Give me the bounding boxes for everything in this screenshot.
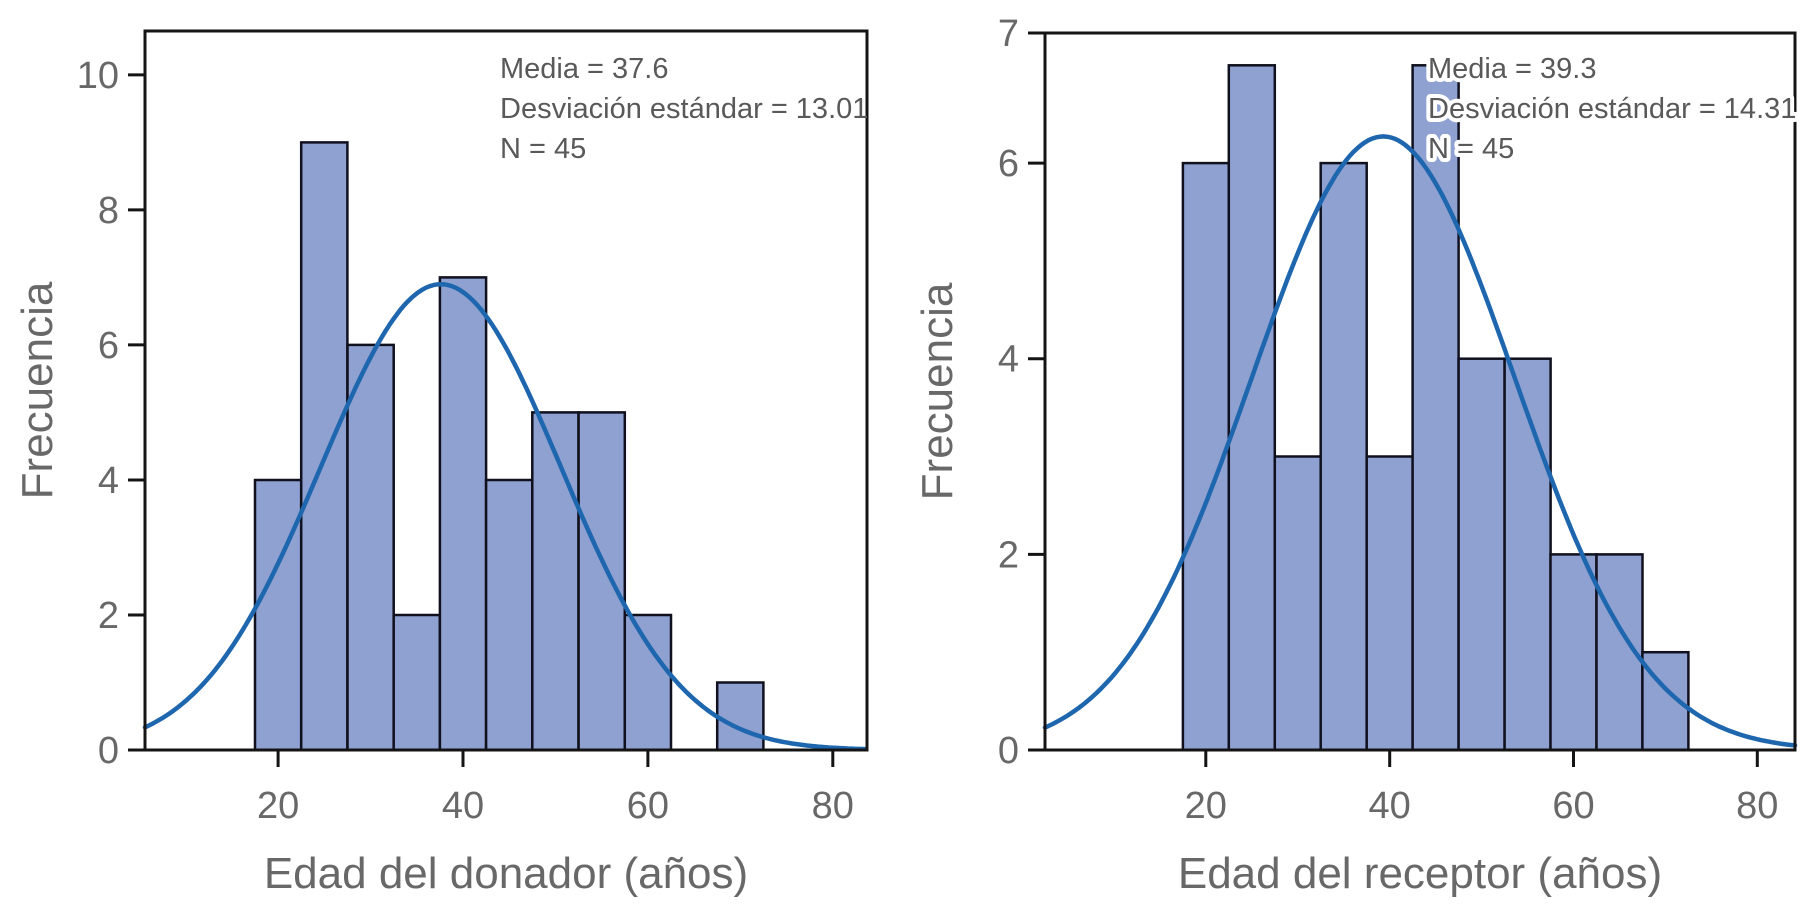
stat-annotation-line: N = 45 [1428,133,1514,165]
stat-annotation-line: Desviación estándar = 13.01 [500,93,868,125]
y-axis-title: Frecuencia [913,282,962,500]
histogram-bar [577,411,627,752]
histogram-bar [438,276,488,752]
x-tick-label: 60 [627,785,669,827]
x-tick-label: 20 [1185,785,1227,827]
histogram-bar [1411,64,1460,752]
stat-annotation-line: Media = 39.3 [1428,53,1596,85]
y-tick-label: 10 [77,55,119,97]
y-tick-label: 0 [98,730,119,772]
histogram-bar [1549,553,1598,752]
histogram-bar [531,411,580,752]
plot-frame [1043,31,1797,752]
x-tick-label: 60 [1552,785,1594,827]
y-tick-label: 8 [98,190,119,232]
chart-donor-age-histogram: 20 40 60 80 0 2 4 6 8 10 Edad del donador (años) Fr… [13,29,869,898]
histogram-bar [1365,455,1414,752]
y-tick-label: 7 [998,13,1019,55]
histogram-bars [253,141,765,752]
x-tick-label: 80 [1736,785,1778,827]
donor-histogram-svg: 20 40 60 80 0 2 4 6 8 10 Edad del donador (años) Fr… [13,29,869,898]
y-tick-label: 6 [998,143,1019,185]
histogram-bar [715,681,765,752]
stat-annotation-line: Desviación estándar = 14.31 [1428,93,1796,125]
histogram-bar [623,613,673,752]
y-tick-label: 4 [98,460,119,502]
histogram-bar [1319,161,1368,752]
normal-curve [1042,134,1798,748]
histogram-bar [392,613,442,752]
stat-annotation-line: N = 45 [500,133,586,165]
x-axis-title: Edad del donador (años) [264,849,748,898]
histogram-bar [1227,64,1277,752]
normal-curve [142,281,869,752]
stat-annotation-line: Media = 37.6 [500,53,668,85]
histogram-bars [1181,64,1690,752]
chart-receptor-age-histogram: 20 40 60 80 0 2 4 6 7 Edad del receptor (años) Fre… [900,0,1800,915]
y-tick-label: 4 [998,339,1019,381]
x-axis-title: Edad del receptor (años) [1178,849,1662,898]
y-tick-label: 6 [98,325,119,367]
y-axis-title: Frecuencia [13,281,62,499]
y-tick-label: 2 [98,595,119,637]
stats-annotation: Media = 37.6 Desviación estándar = 13.01 N… [500,53,868,165]
histogram-bar [299,141,349,752]
histogram-bar [1457,357,1506,752]
y-tick-label: 0 [998,730,1019,772]
histogram-bar [1273,455,1323,752]
stats-annotation: Media = 39.3 Desviación estándar = 14.31 N… [1424,49,1800,169]
histogram-bar [253,478,303,752]
histogram-bar [484,478,534,752]
x-tick-label: 80 [812,785,854,827]
plot-frame [143,29,869,752]
histogram-bar [346,343,395,752]
x-tick-label: 40 [1369,785,1411,827]
x-tick-label: 20 [257,785,299,827]
receptor-histogram-svg: 20 40 60 80 0 2 4 6 7 Edad del receptor (años) Fre… [913,13,1800,898]
x-tick-label: 40 [442,785,484,827]
y-tick-label: 2 [998,534,1019,576]
